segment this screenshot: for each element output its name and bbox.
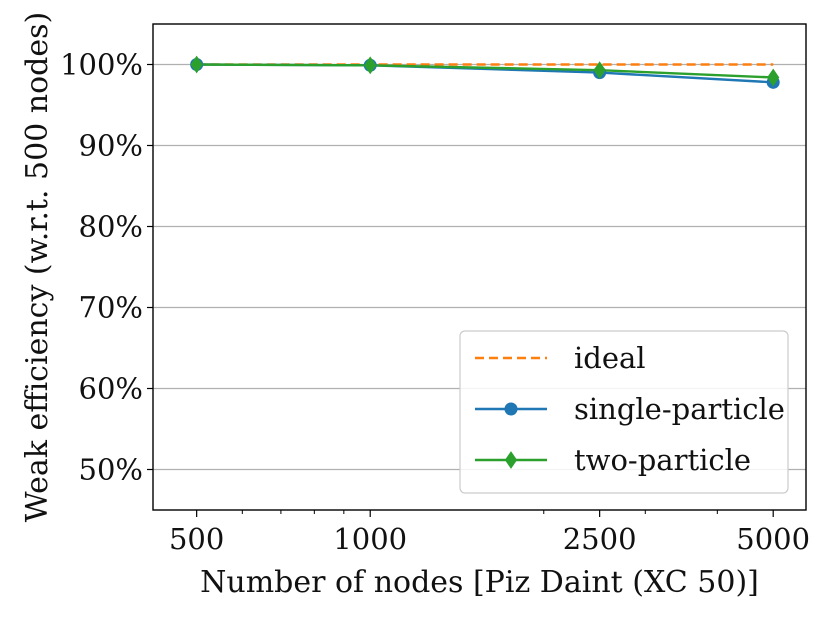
- data-point-two-particle: [190, 55, 203, 74]
- y-tick-label: 80%: [79, 210, 143, 244]
- x-tick-label: 1000: [333, 522, 407, 556]
- y-tick-label: 100%: [60, 48, 143, 82]
- series-markers: [190, 55, 780, 89]
- y-tick-label: 70%: [79, 291, 143, 325]
- x-tick-label: 5000: [736, 522, 810, 556]
- legend-label-ideal: ideal: [574, 341, 646, 375]
- y-tick-label: 60%: [79, 372, 143, 406]
- series-lines: [196, 63, 774, 84]
- series-line-two-particle: [196, 63, 774, 79]
- data-point-two-particle: [593, 61, 606, 80]
- y-tick-label: 90%: [79, 129, 143, 163]
- legend-label-two-particle: two-particle: [574, 443, 751, 477]
- legend-label-single-particle: single-particle: [574, 392, 785, 426]
- x-tick-label: 500: [169, 522, 224, 556]
- axis-ticks: 50% 60% 70% 80% 90% 100% 500 1000 2500 5000: [60, 48, 810, 557]
- legend-marker-two-particle: [504, 451, 518, 469]
- data-point-two-particle: [767, 68, 780, 87]
- plot-frame: [152, 23, 807, 511]
- data-point-two-particle: [364, 56, 377, 75]
- x-axis-label: Number of nodes [Piz Daint (XC 50)]: [200, 565, 759, 600]
- legend-marker-single-particle: [504, 402, 518, 416]
- x-tick-label: 2500: [563, 522, 637, 556]
- y-tick-label: 50%: [79, 453, 143, 487]
- y-axis-label: Weak efficiency (w.r.t. 500 nodes): [20, 12, 55, 522]
- legend-box: [459, 330, 789, 494]
- legend: ideal single-particle two-particle: [459, 330, 789, 494]
